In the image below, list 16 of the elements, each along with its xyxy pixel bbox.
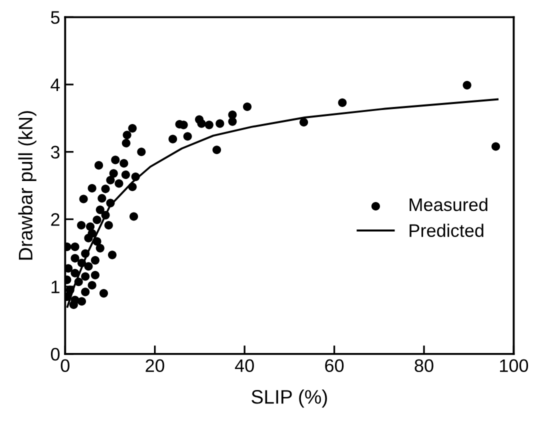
y-tick-label: 3 — [50, 146, 60, 159]
x-tick-label: 100 — [500, 359, 528, 372]
x-tick-label: 80 — [414, 359, 434, 372]
y-tick-label: 5 — [50, 11, 60, 24]
legend-label: Predicted — [410, 224, 484, 237]
x-tick-label: 40 — [234, 359, 254, 372]
legend-label: Measured — [410, 198, 488, 212]
x-tick-label: 60 — [325, 359, 344, 372]
y-tick-label: 2 — [51, 213, 60, 226]
y-tick-label: 0 — [50, 348, 60, 361]
y-axis-title: Drawbar pull (kN) — [18, 111, 36, 260]
y-tick-label: 4 — [50, 78, 60, 92]
x-tick-label: 0 — [60, 359, 70, 372]
x-axis-title: SLIP (%) — [252, 390, 327, 408]
y-tick-label: 1 — [52, 280, 60, 294]
x-tick-label: 20 — [146, 359, 164, 372]
